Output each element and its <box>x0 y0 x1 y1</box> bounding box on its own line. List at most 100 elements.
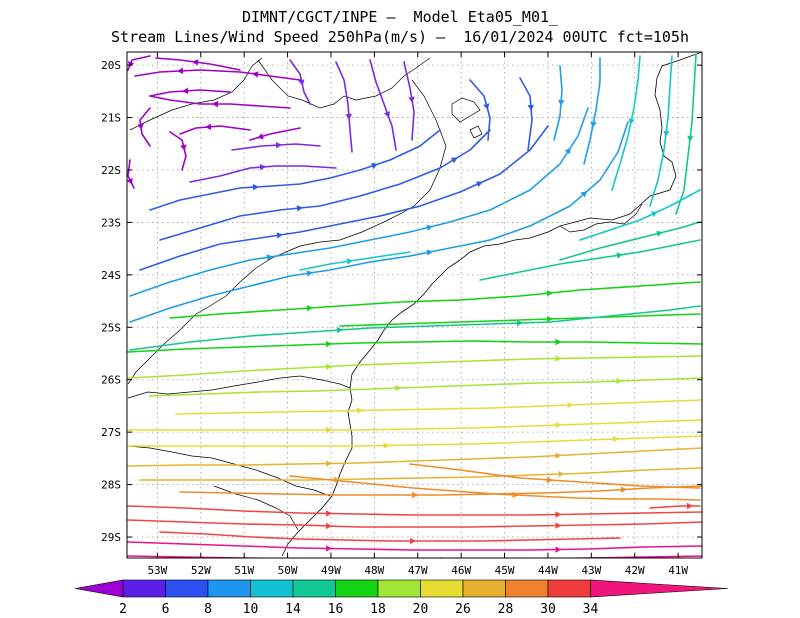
streamline <box>649 55 673 207</box>
colorbar-label: 16 <box>328 602 344 617</box>
lat-tick-label: 29S <box>101 531 121 544</box>
streamline <box>649 502 701 510</box>
colorbar-segment <box>420 579 464 598</box>
colorbar-segment <box>292 579 336 598</box>
streamline <box>553 65 565 141</box>
streamline <box>179 485 702 499</box>
lat-tick-label: 24S <box>101 269 121 282</box>
streamline-arrow <box>325 340 332 348</box>
streamline-arrow <box>177 67 184 75</box>
streamline <box>519 77 534 151</box>
streamline-arrow <box>612 435 619 443</box>
streamline-arrow <box>306 305 313 312</box>
streamline-arrow <box>296 205 303 212</box>
streamline-arrow <box>325 460 332 467</box>
streamline-arrow <box>408 96 415 103</box>
streamline-arrow <box>412 491 418 499</box>
colorbar-label: 2 <box>119 602 127 617</box>
streamline-arrow <box>546 290 553 297</box>
streamline-arrow <box>410 537 416 545</box>
streamline <box>149 95 291 109</box>
streamline <box>137 107 151 147</box>
streamline-arrow <box>336 327 343 334</box>
streamline <box>403 61 415 141</box>
streamline <box>159 531 621 545</box>
pr-sc-border <box>127 375 351 399</box>
colorbar-label: 14 <box>285 602 301 617</box>
lon-tick-label: 51W <box>234 564 254 577</box>
lon-tick-label: 41W <box>668 564 688 577</box>
streamline-arrow <box>325 545 332 552</box>
streamline-arrow <box>180 144 187 151</box>
streamline-arrow <box>564 147 571 155</box>
sc-rs-border <box>127 445 331 497</box>
streamline <box>127 338 702 353</box>
streamline-arrow <box>555 511 562 518</box>
colorbar-segment <box>462 579 506 598</box>
colorbar-label: 20 <box>413 602 429 617</box>
minas-border <box>257 57 431 109</box>
streamline-arrow <box>527 104 534 111</box>
rj-coast-detail <box>559 203 643 233</box>
streamline-arrow <box>306 270 313 277</box>
lon-tick-label: 52W <box>191 564 211 577</box>
streamline-arrow <box>257 133 264 140</box>
streamline <box>129 305 701 351</box>
colorbar-segment <box>547 579 591 598</box>
streamline-arrow <box>663 130 670 137</box>
streamline <box>249 127 301 141</box>
colorbar-label: 6 <box>162 602 170 617</box>
streamline-arrow <box>616 252 623 259</box>
streamline-arrow <box>346 258 353 265</box>
streamline <box>134 67 301 81</box>
streamline <box>579 189 701 241</box>
lon-tick-label: 43W <box>581 564 601 577</box>
streamline-arrow <box>475 181 483 188</box>
streamline-arrow <box>450 157 458 164</box>
streamline <box>175 399 702 415</box>
lon-tick-label: 46W <box>451 564 471 577</box>
bay-islands <box>451 97 483 139</box>
lat-tick-label: 28S <box>101 479 121 492</box>
streamline-arrow <box>555 338 562 346</box>
streamline-arrow <box>546 315 553 323</box>
lon-tick-label: 42W <box>625 564 645 577</box>
wind-streamlines <box>127 53 702 558</box>
streamline-arrow <box>298 79 305 86</box>
streamline-arrow <box>580 191 588 198</box>
streamline-arrow <box>555 546 562 553</box>
streamline-arrow <box>259 164 266 171</box>
streamline-arrow <box>558 99 565 106</box>
streamline-arrow <box>483 103 490 110</box>
streamline <box>127 159 135 189</box>
streamline-arrow <box>275 141 282 149</box>
streamline <box>127 435 702 449</box>
lat-tick-label: 21S <box>101 112 121 125</box>
streamline-arrow <box>182 87 189 94</box>
lat-tick-label: 22S <box>101 164 121 177</box>
streamline-arrow <box>252 183 259 191</box>
streamline-arrow <box>628 118 635 125</box>
streamline-arrow <box>356 407 363 414</box>
streamline <box>583 57 601 165</box>
streamline <box>559 221 701 261</box>
colorbar-left-arrow <box>74 579 124 598</box>
streamline-arrow <box>546 476 553 483</box>
streamline-arrow <box>555 355 562 362</box>
streamline-arrow <box>371 162 378 169</box>
lon-tick-label: 53W <box>147 564 167 577</box>
streamline <box>479 239 701 281</box>
colorbar-right-arrow <box>590 579 729 598</box>
lat-tick-label: 20S <box>101 59 121 72</box>
streamline <box>159 129 491 241</box>
lon-tick-label: 48W <box>364 564 384 577</box>
colorbar-segment <box>335 579 379 598</box>
streamline-arrow <box>558 470 565 478</box>
lat-tick-label: 27S <box>101 426 121 439</box>
streamline <box>127 505 702 518</box>
streamline <box>675 53 697 215</box>
streamline-arrow <box>616 377 623 385</box>
streamline-arrow <box>276 232 283 239</box>
lat-tick-label: 25S <box>101 321 121 334</box>
colorbar-segment <box>165 579 209 598</box>
